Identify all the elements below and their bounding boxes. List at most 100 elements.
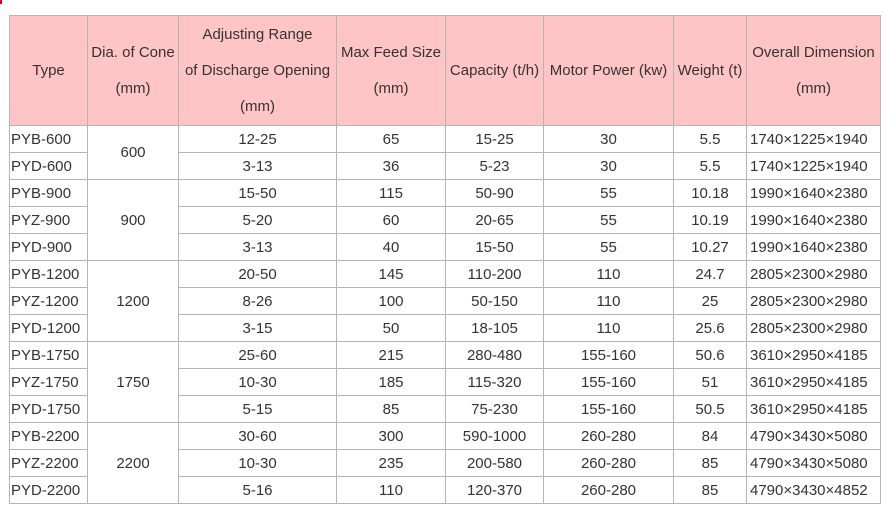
cell-type: PYD-1200 <box>9 314 88 342</box>
table-row: PYZ-2200 10-30 235 200-580 260-280 85 4790×343… <box>9 449 881 477</box>
header-max-feed-size: Max Feed Size (mm) <box>336 15 446 126</box>
cell-capacity: 15-25 <box>445 125 544 153</box>
cell-capacity: 18-105 <box>445 314 544 342</box>
cell-overall-dimension: 1740×1225×1940 <box>746 152 881 180</box>
cell-motor-power: 55 <box>543 179 674 207</box>
header-line: (mm) <box>796 79 831 97</box>
cell-cone-diameter: 1750 <box>87 341 179 423</box>
cell-capacity: 75-230 <box>445 395 544 423</box>
header-adjusting-range: Adjusting Range of Discharge Opening (mm) <box>178 15 337 126</box>
cell-motor-power: 260-280 <box>543 476 674 504</box>
cell-motor-power: 155-160 <box>543 341 674 369</box>
table-row: PYB-1750 1750 25-60 215 280-480 155-160 50.6 36… <box>9 341 881 423</box>
table-row: PYB-1200 1200 20-50 145 110-200 110 24.7 2805×2… <box>9 260 881 342</box>
cell-adjusting-range: 3-15 <box>178 314 337 342</box>
cell-overall-dimension: 3610×2950×4185 <box>746 368 881 396</box>
cell-weight: 85 <box>673 449 747 477</box>
header-motor-power: Motor Power (kw) <box>543 15 674 126</box>
cell-capacity: 50-90 <box>445 179 544 207</box>
cell-weight: 85 <box>673 476 747 504</box>
table-row: PYZ-900 5-20 60 20-65 55 10.19 1990×1640×2380 <box>9 206 881 234</box>
cell-max-feed-size: 60 <box>336 206 446 234</box>
header-line: Dia. of Cone <box>91 43 175 61</box>
cell-weight: 25 <box>673 287 747 315</box>
cell-weight: 50.6 <box>673 341 747 369</box>
cell-adjusting-range: 12-25 <box>178 125 337 153</box>
cell-motor-power: 30 <box>543 152 674 180</box>
cell-motor-power: 110 <box>543 287 674 315</box>
cell-capacity: 15-50 <box>445 233 544 261</box>
cell-overall-dimension: 4790×3430×5080 <box>746 422 881 450</box>
cell-max-feed-size: 100 <box>336 287 446 315</box>
cell-weight: 10.18 <box>673 179 747 207</box>
header-line: (mm) <box>373 79 409 97</box>
cell-type: PYZ-900 <box>9 206 88 234</box>
cell-weight: 10.27 <box>673 233 747 261</box>
cell-weight: 51 <box>673 368 747 396</box>
cell-capacity: 280-480 <box>445 341 544 369</box>
header-line: Capacity (t/h) <box>449 61 540 79</box>
header-row: Type Dia. of Cone (mm) Adjusting Range of … <box>9 15 881 126</box>
cell-adjusting-range: 20-50 <box>178 260 337 288</box>
cell-overall-dimension: 1990×1640×2380 <box>746 233 881 261</box>
cell-type: PYD-900 <box>9 233 88 261</box>
red-corner-mark <box>0 0 2 4</box>
cell-motor-power: 260-280 <box>543 422 674 450</box>
header-type: Type <box>9 15 88 126</box>
header-line: Adjusting Range <box>202 25 313 43</box>
header-line: Weight (t) <box>677 61 743 79</box>
cell-type: PYD-1750 <box>9 395 88 423</box>
cell-type: PYB-1200 <box>9 260 88 288</box>
cell-capacity: 50-150 <box>445 287 544 315</box>
cell-overall-dimension: 3610×2950×4185 <box>746 341 881 369</box>
cell-capacity: 590-1000 <box>445 422 544 450</box>
cell-cone-diameter: 900 <box>87 179 179 261</box>
cell-overall-dimension: 1990×1640×2380 <box>746 206 881 234</box>
cell-motor-power: 110 <box>543 314 674 342</box>
cell-overall-dimension: 1990×1640×2380 <box>746 179 881 207</box>
cell-weight: 50.5 <box>673 395 747 423</box>
cell-capacity: 110-200 <box>445 260 544 288</box>
table-row: PYB-2200 2200 30-60 300 590-1000 260-280 84 479… <box>9 422 881 504</box>
header-line: (mm) <box>115 79 151 97</box>
cell-cone-diameter: 2200 <box>87 422 179 504</box>
table-row: PYD-1200 3-15 50 18-105 110 25.6 2805×2300×298… <box>9 314 881 342</box>
cell-adjusting-range: 5-20 <box>178 206 337 234</box>
cell-max-feed-size: 110 <box>336 476 446 504</box>
header-line: Overall Dimension <box>752 43 875 61</box>
cell-type: PYB-900 <box>9 179 88 207</box>
cell-capacity: 115-320 <box>445 368 544 396</box>
cell-type: PYD-600 <box>9 152 88 180</box>
cell-overall-dimension: 2805×2300×2980 <box>746 287 881 315</box>
header-line: Motor Power (kw) <box>549 61 668 79</box>
cell-max-feed-size: 145 <box>336 260 446 288</box>
cell-type: PYB-2200 <box>9 422 88 450</box>
cell-max-feed-size: 36 <box>336 152 446 180</box>
table-row: PYB-900 900 15-50 115 50-90 55 10.18 1990×1640×… <box>9 179 881 261</box>
cell-type: PYD-2200 <box>9 476 88 504</box>
cell-weight: 5.5 <box>673 125 747 153</box>
cell-type: PYZ-1750 <box>9 368 88 396</box>
cell-adjusting-range: 3-13 <box>178 152 337 180</box>
header-weight: Weight (t) <box>673 15 747 126</box>
cell-overall-dimension: 2805×2300×2980 <box>746 314 881 342</box>
header-line: Max Feed Size <box>340 43 442 61</box>
table-row: PYD-2200 5-16 110 120-370 260-280 85 4790×3430… <box>9 476 881 504</box>
cell-overall-dimension: 4790×3430×4852 <box>746 476 881 504</box>
header-cone-diameter: Dia. of Cone (mm) <box>87 15 179 126</box>
cell-motor-power: 55 <box>543 233 674 261</box>
cell-max-feed-size: 40 <box>336 233 446 261</box>
cell-overall-dimension: 3610×2950×4185 <box>746 395 881 423</box>
cell-max-feed-size: 300 <box>336 422 446 450</box>
cell-motor-power: 155-160 <box>543 368 674 396</box>
table-row: PYD-600 3-13 36 5-23 30 5.5 1740×1225×1940 <box>9 152 881 180</box>
cell-weight: 84 <box>673 422 747 450</box>
cell-max-feed-size: 85 <box>336 395 446 423</box>
header-overall-dimension: Overall Dimension (mm) <box>746 15 881 126</box>
table-row: PYZ-1750 10-30 185 115-320 155-160 51 3610×295… <box>9 368 881 396</box>
cell-adjusting-range: 10-30 <box>178 449 337 477</box>
cell-adjusting-range: 25-60 <box>178 341 337 369</box>
cell-motor-power: 55 <box>543 206 674 234</box>
cell-weight: 5.5 <box>673 152 747 180</box>
cell-cone-diameter: 600 <box>87 125 179 180</box>
